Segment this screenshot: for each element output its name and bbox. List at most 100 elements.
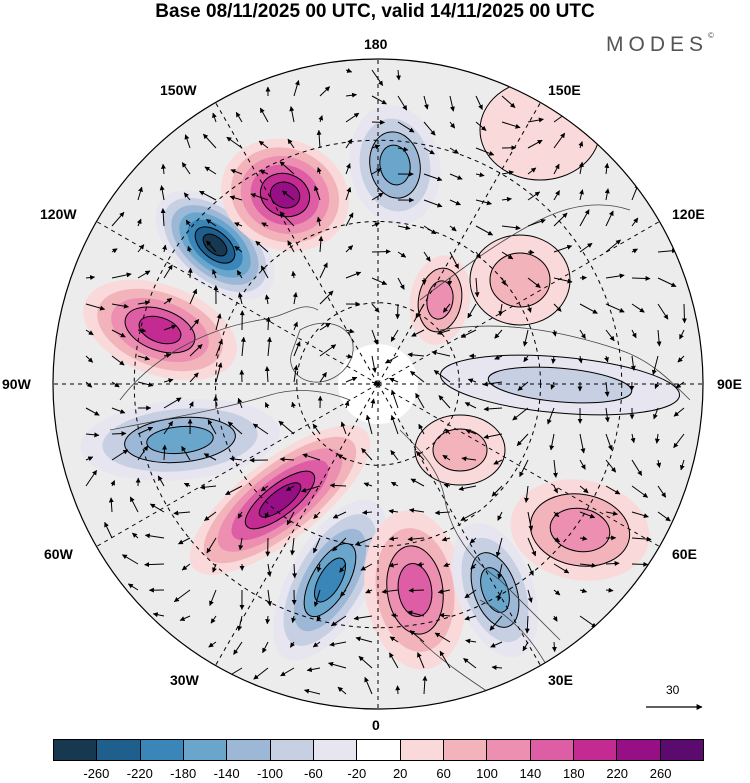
wind-vector xyxy=(579,242,593,253)
wind-vector xyxy=(279,211,295,227)
wind-vector xyxy=(438,395,451,409)
wind-vector xyxy=(631,217,639,227)
lon-label-150e: 150E xyxy=(548,82,581,98)
colorbar-tick-label: -260 xyxy=(83,766,110,781)
lon-label-150w: 150W xyxy=(160,82,197,98)
wind-vector xyxy=(332,537,347,552)
wind-vector xyxy=(364,676,373,695)
colorbar-swatch xyxy=(530,740,574,760)
wind-vector xyxy=(474,277,480,298)
wind-vector xyxy=(345,376,358,383)
wind-vector xyxy=(136,218,142,227)
anomaly-field xyxy=(80,79,681,670)
wind-vector xyxy=(631,303,645,313)
wind-vector xyxy=(631,561,649,567)
wind-vector xyxy=(233,641,243,655)
wind-vector xyxy=(111,355,125,366)
wind-vector xyxy=(264,511,270,519)
wind-vector xyxy=(407,352,425,358)
wind-vector xyxy=(630,433,636,444)
wind-vector xyxy=(527,191,541,201)
wind-vector xyxy=(212,268,217,279)
wind-vector xyxy=(397,121,415,133)
wind-vector xyxy=(163,378,174,384)
wind-vector xyxy=(527,589,533,603)
wind-vector xyxy=(289,641,295,648)
wind-vector xyxy=(137,270,151,279)
wind-vector xyxy=(159,185,165,201)
wind-vector xyxy=(255,240,269,253)
wind-vector xyxy=(259,107,269,123)
colorbar-swatch xyxy=(140,740,184,760)
wind-vector xyxy=(579,535,588,541)
colorbar-swatch xyxy=(227,740,271,760)
wind-vector xyxy=(423,147,435,155)
wind-vector xyxy=(111,431,127,437)
graticule xyxy=(53,59,703,709)
wind-vector xyxy=(657,485,667,498)
wind-vector xyxy=(527,511,534,531)
wind-vector xyxy=(360,563,373,571)
wind-vector xyxy=(173,510,191,516)
wind-vector xyxy=(553,485,558,494)
wind-vector xyxy=(312,423,321,435)
wind-vector xyxy=(553,212,568,227)
wind-vector xyxy=(657,248,678,254)
wind-vector xyxy=(363,482,373,488)
wind-vector xyxy=(501,196,512,202)
wind-vector xyxy=(137,327,147,333)
wind-vector xyxy=(267,589,272,607)
wind-vector xyxy=(215,313,222,331)
colorbar-tick-label: 220 xyxy=(606,766,629,781)
wind-vector xyxy=(397,277,405,290)
wind-vector xyxy=(163,264,173,279)
colorbar-swatch xyxy=(313,740,358,760)
wind-vector xyxy=(553,589,561,596)
wind-vector xyxy=(579,588,588,594)
wind-vector xyxy=(328,661,347,669)
wind-vector xyxy=(318,235,324,253)
wind-vector xyxy=(179,615,191,621)
wind-vector xyxy=(129,496,139,513)
wind-vector xyxy=(371,69,384,86)
wind-vector xyxy=(527,537,537,557)
wind-vector xyxy=(415,392,425,409)
wind-vector xyxy=(209,589,217,607)
wind-vector xyxy=(465,429,477,435)
wind-vector xyxy=(160,208,166,227)
wind-vector xyxy=(345,138,353,149)
wind-vector xyxy=(578,161,584,175)
wind-vector xyxy=(677,355,685,363)
anomaly-contour xyxy=(489,252,551,308)
wind-vector xyxy=(458,485,477,491)
wind-vector xyxy=(187,245,192,253)
wind-vector xyxy=(604,407,610,423)
wind-vector xyxy=(183,192,191,201)
wind-vector xyxy=(226,136,243,149)
wind-vector xyxy=(345,271,362,279)
wind-vector xyxy=(449,199,461,206)
wind-vector xyxy=(527,249,535,255)
anomaly-contour xyxy=(432,428,488,472)
wind-vector xyxy=(312,641,321,648)
colorbar-tick-label: -140 xyxy=(213,766,240,781)
colorbar-swatch xyxy=(660,740,703,760)
wind-vector xyxy=(260,485,269,492)
meridian-line xyxy=(96,221,379,385)
wind-vector xyxy=(163,420,174,435)
wind-vector xyxy=(85,381,93,388)
wind-vector xyxy=(501,225,521,231)
wind-vector xyxy=(345,245,354,253)
wind-vector xyxy=(491,665,503,670)
wind-vector xyxy=(160,163,166,175)
wind-vector xyxy=(501,251,514,260)
wind-vector xyxy=(137,426,154,435)
wind-vector xyxy=(483,433,503,440)
wind-vector xyxy=(553,190,560,201)
wind-vector xyxy=(181,563,191,571)
wind-vector xyxy=(460,329,477,338)
wind-vector xyxy=(605,210,614,227)
wind-vector xyxy=(318,115,324,123)
colorbar-swatch xyxy=(443,740,488,760)
wind-vector xyxy=(483,406,503,412)
